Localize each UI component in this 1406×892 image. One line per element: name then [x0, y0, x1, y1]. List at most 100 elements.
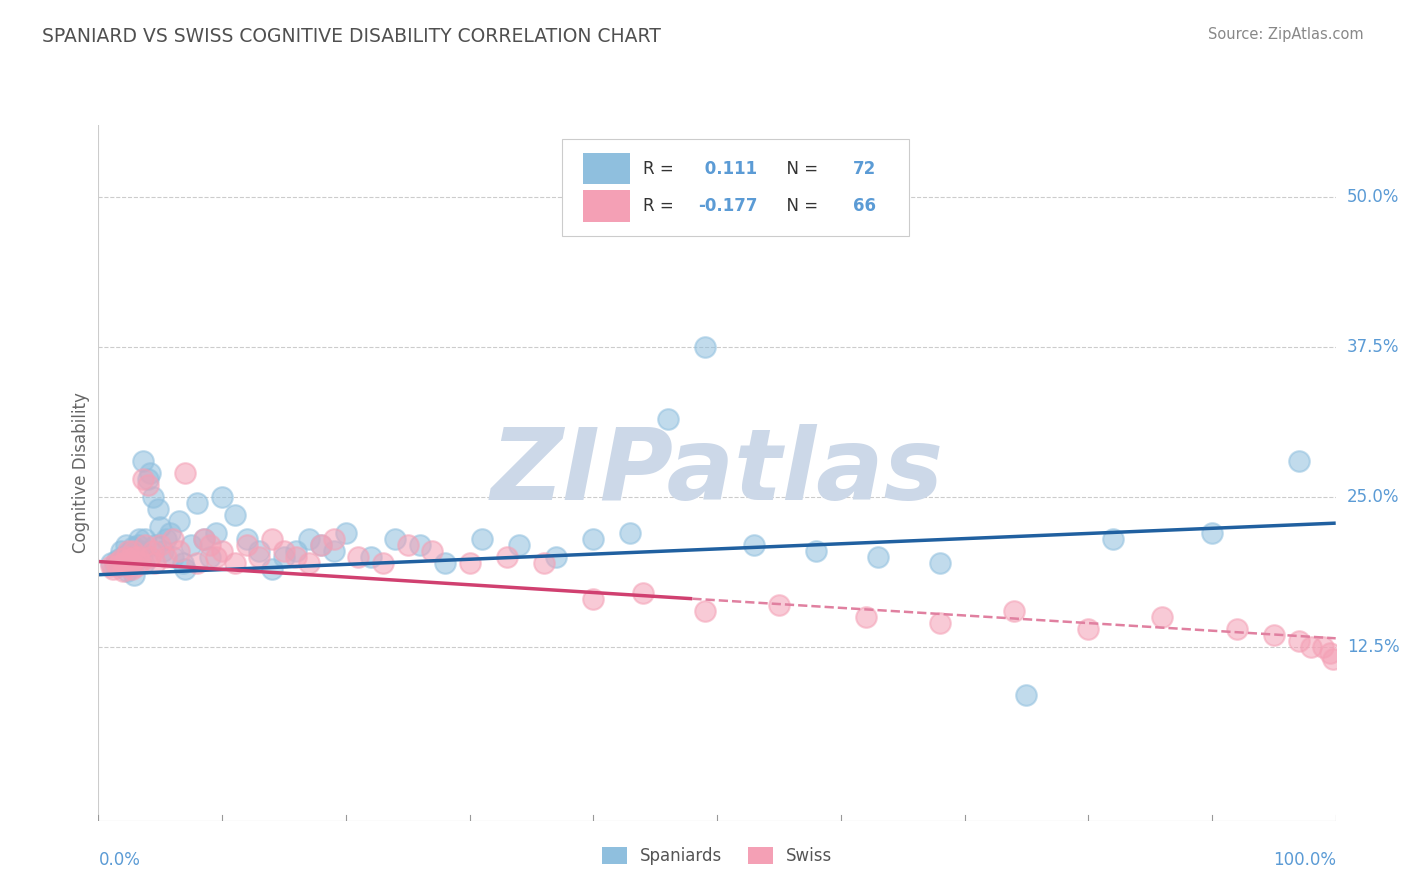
Point — [124, 567, 146, 582]
Point — [120, 559, 142, 574]
Point — [236, 538, 259, 552]
Point — [205, 549, 228, 564]
FancyBboxPatch shape — [583, 190, 630, 221]
Point — [1077, 622, 1099, 636]
Point — [174, 562, 197, 576]
Point — [1322, 651, 1344, 665]
Point — [131, 549, 153, 564]
Point — [693, 340, 716, 354]
Point — [396, 538, 419, 552]
Point — [100, 556, 122, 570]
Point — [132, 472, 155, 486]
Point — [124, 552, 146, 566]
Text: 72: 72 — [853, 160, 876, 178]
Text: SPANIARD VS SWISS COGNITIVE DISABILITY CORRELATION CHART: SPANIARD VS SWISS COGNITIVE DISABILITY C… — [42, 27, 661, 45]
Point — [159, 525, 181, 540]
Point — [1263, 628, 1285, 642]
Text: 37.5%: 37.5% — [1347, 338, 1399, 356]
Point — [285, 549, 308, 564]
Text: 0.0%: 0.0% — [98, 851, 141, 869]
Point — [114, 538, 136, 552]
Point — [124, 549, 146, 564]
Point — [804, 543, 827, 558]
Point — [142, 543, 165, 558]
Point — [619, 525, 641, 540]
Point — [104, 556, 127, 570]
Point — [335, 525, 357, 540]
Point — [193, 532, 215, 546]
Point — [139, 466, 162, 480]
Point — [273, 543, 295, 558]
Point — [108, 559, 131, 574]
Point — [533, 556, 555, 570]
Text: 12.5%: 12.5% — [1347, 638, 1399, 656]
Point — [112, 556, 135, 570]
Point — [128, 532, 150, 546]
Point — [742, 538, 765, 552]
Point — [134, 556, 156, 570]
Point — [155, 532, 177, 546]
Text: 25.0%: 25.0% — [1347, 488, 1399, 506]
Point — [107, 558, 129, 573]
Point — [928, 615, 950, 630]
Point — [347, 549, 370, 564]
Point — [127, 549, 149, 564]
Point — [103, 558, 125, 573]
FancyBboxPatch shape — [562, 139, 908, 236]
Point — [298, 556, 321, 570]
Point — [1201, 525, 1223, 540]
Point — [309, 538, 332, 552]
Point — [298, 532, 321, 546]
Point — [186, 556, 208, 570]
Point — [142, 490, 165, 504]
Point — [1002, 604, 1025, 618]
Point — [546, 549, 568, 564]
Point — [115, 564, 138, 578]
FancyBboxPatch shape — [583, 153, 630, 184]
Point — [149, 520, 172, 534]
Point — [122, 540, 145, 554]
Point — [121, 549, 143, 564]
Point — [1288, 633, 1310, 648]
Point — [1226, 622, 1249, 636]
Point — [100, 559, 122, 574]
Point — [928, 556, 950, 570]
Point — [309, 538, 332, 552]
Point — [114, 549, 136, 564]
Text: ZIPatlas: ZIPatlas — [491, 425, 943, 521]
Text: 66: 66 — [853, 197, 876, 215]
Point — [582, 591, 605, 606]
Point — [247, 543, 270, 558]
Point — [360, 549, 382, 564]
Point — [149, 538, 172, 552]
Point — [224, 556, 246, 570]
Point — [162, 532, 184, 546]
Point — [118, 552, 141, 566]
Text: Source: ZipAtlas.com: Source: ZipAtlas.com — [1208, 27, 1364, 42]
Point — [198, 538, 221, 552]
Point — [582, 532, 605, 546]
Point — [371, 556, 394, 570]
Point — [193, 532, 215, 546]
Point — [112, 555, 135, 569]
Point — [211, 543, 233, 558]
Point — [146, 501, 169, 516]
Point — [285, 543, 308, 558]
Point — [112, 564, 135, 578]
Point — [495, 549, 517, 564]
Point — [322, 543, 344, 558]
Point — [105, 553, 128, 567]
Point — [167, 514, 190, 528]
Point — [167, 543, 190, 558]
Point — [172, 556, 194, 570]
Point — [631, 585, 654, 599]
Point — [508, 538, 530, 552]
Text: R =: R = — [643, 160, 679, 178]
Point — [224, 508, 246, 522]
Text: N =: N = — [776, 160, 824, 178]
Point — [422, 543, 444, 558]
Point — [236, 532, 259, 546]
Point — [458, 556, 481, 570]
Point — [162, 549, 184, 564]
Point — [103, 562, 125, 576]
